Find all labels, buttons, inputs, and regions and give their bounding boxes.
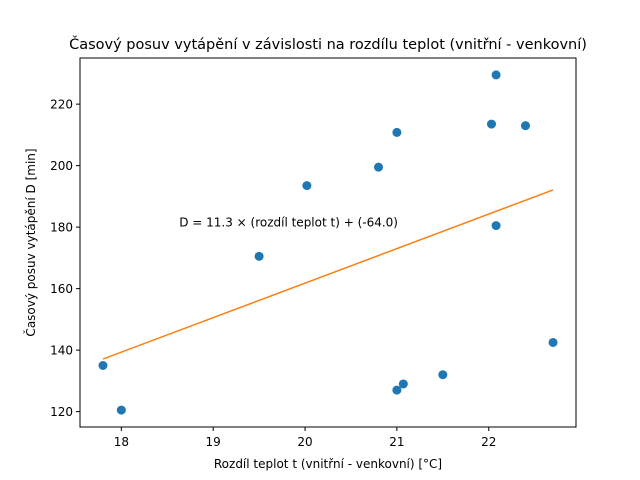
data-point [438,370,448,380]
x-axis-label: Rozdíl teplot t (vnitřní - venkovní) [°C… [214,457,442,471]
regression-equation: D = 11.3 × (rozdíl teplot t) + (-64.0) [179,216,398,230]
data-point [398,379,408,389]
data-point [392,385,402,395]
x-tick-label: 19 [206,435,221,449]
data-point [374,162,384,172]
y-tick-label: 200 [50,159,73,173]
data-point [548,337,558,347]
y-tick-label: 180 [50,221,73,235]
x-tick-label: 20 [297,435,312,449]
y-tick-label: 160 [50,282,73,296]
data-point [116,405,126,415]
x-tick-label: 22 [481,435,496,449]
y-tick-label: 220 [50,98,73,112]
plot-frame [79,57,577,428]
y-axis: 120 140 160 180 200 220 [50,98,80,419]
data-point [98,361,108,370]
y-axis-label: Časový posuv vytápění D [min] [23,148,38,336]
data-point [491,221,501,231]
y-tick-label: 140 [50,344,73,358]
data-point [486,119,496,129]
data-points [98,70,558,415]
x-tick-label: 21 [389,435,404,449]
x-tick-label: 18 [114,435,129,449]
data-point [491,70,501,80]
x-axis: 18 19 20 21 22 [114,427,496,449]
chart-title: Časový posuv vytápění v závislosti na ro… [69,35,587,53]
regression-line [102,189,554,360]
data-point [392,127,402,137]
data-point [254,251,264,261]
y-tick-label: 120 [50,405,73,419]
data-point [302,181,312,191]
data-point [520,121,530,131]
